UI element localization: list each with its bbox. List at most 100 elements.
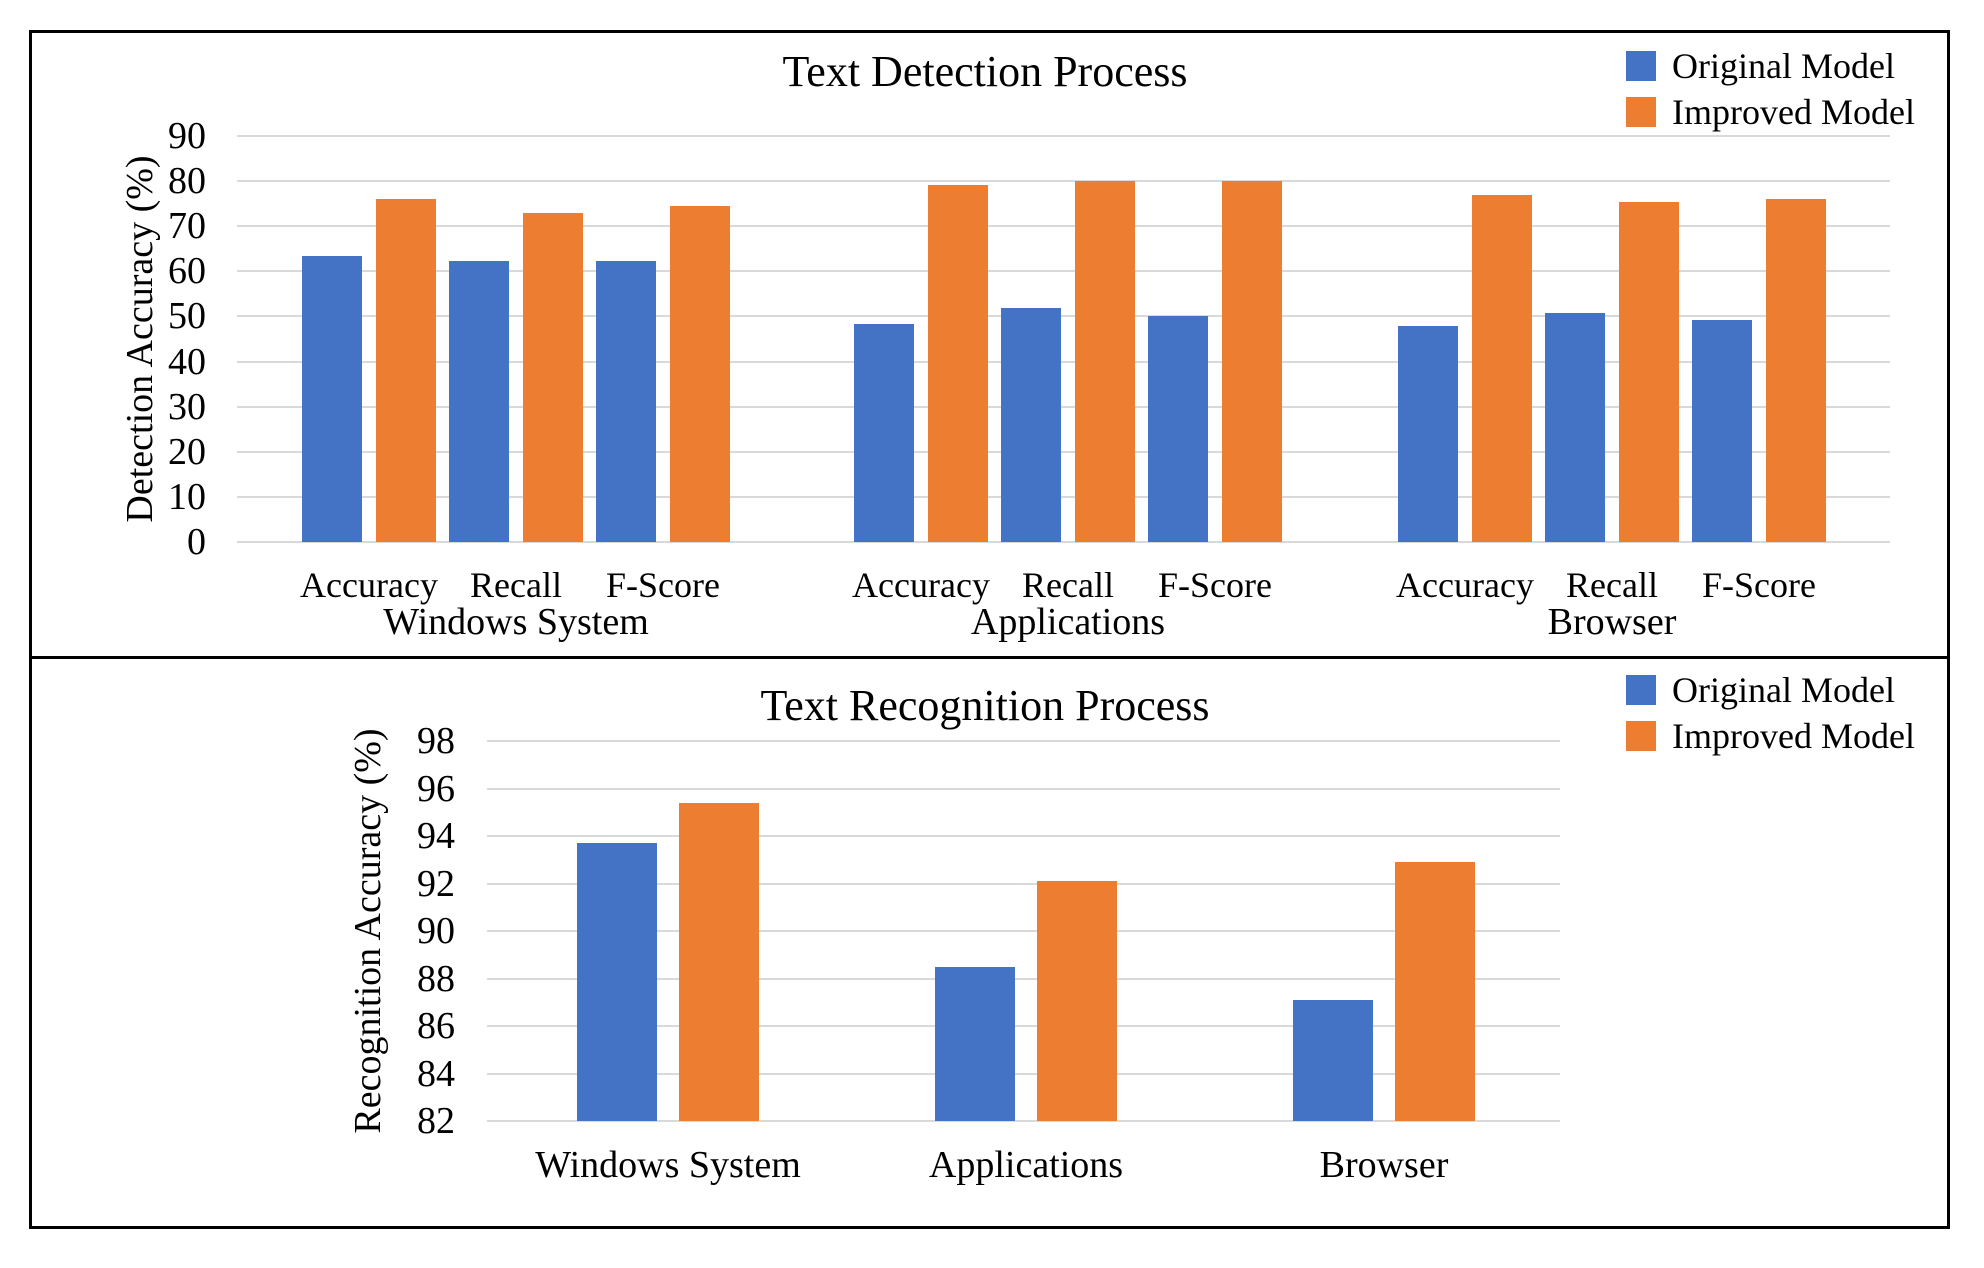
y-tick-label: 0 <box>187 521 206 563</box>
bar-improved-model-browser-accuracy <box>1472 194 1532 542</box>
legend-item-original-model: Original Model <box>1626 46 1915 86</box>
improved-model-swatch-icon <box>1626 97 1656 127</box>
x-category-label-recall: Recall <box>470 565 562 605</box>
x-group-label-applications: Applications <box>970 601 1166 643</box>
bar-improved-model-browser <box>1395 862 1475 1121</box>
gridline <box>237 225 1890 228</box>
x-group-label-windows-system: Windows System <box>535 1144 801 1186</box>
recognition-chart-title: Text Recognition Process <box>760 681 1210 730</box>
bar-original-model-browser <box>1293 999 1373 1121</box>
x-category-label-f-score: F-Score <box>606 565 720 605</box>
bar-original-model-windows-system-recall <box>449 260 509 542</box>
legend-label-original-model: Original Model <box>1672 46 1895 86</box>
legend-item-original-model: Original Model <box>1626 670 1915 710</box>
bar-original-model-applications-recall <box>1001 307 1061 542</box>
y-tick-label: 20 <box>168 430 206 473</box>
bar-original-model-browser-accuracy <box>1398 326 1458 542</box>
bar-improved-model-windows-system <box>679 802 759 1121</box>
bar-improved-model-applications-accuracy <box>928 184 988 542</box>
legend-label-improved-model: Improved Model <box>1672 716 1915 756</box>
legend-label-improved-model: Improved Model <box>1672 92 1915 132</box>
y-tick-label: 94 <box>417 815 455 857</box>
x-category-label-accuracy: Accuracy <box>1396 565 1534 605</box>
gridline <box>237 315 1890 318</box>
gridline <box>237 360 1890 363</box>
gridline <box>237 270 1890 273</box>
gridline <box>487 835 1560 837</box>
y-tick-label: 30 <box>168 385 206 428</box>
gridline <box>487 740 1560 742</box>
y-tick-label: 90 <box>168 115 206 157</box>
bar-improved-model-browser-recall <box>1619 202 1679 542</box>
y-tick-label: 50 <box>168 295 206 338</box>
x-category-label-recall: Recall <box>1022 565 1114 605</box>
bar-improved-model-applications-recall <box>1075 181 1135 542</box>
legend-label-original-model: Original Model <box>1672 670 1895 710</box>
legend-item-improved-model: Improved Model <box>1626 716 1915 756</box>
x-category-label-accuracy: Accuracy <box>300 565 438 605</box>
gridline <box>487 930 1560 932</box>
x-group-label-browser: Browser <box>1319 1144 1449 1186</box>
y-tick-label: 80 <box>168 160 206 203</box>
y-tick-label: 98 <box>417 720 455 762</box>
bar-original-model-windows-system-accuracy <box>302 256 362 542</box>
gridline <box>237 495 1890 498</box>
original-model-swatch-icon <box>1626 675 1656 705</box>
gridline <box>237 180 1890 183</box>
bar-original-model-applications-f-score <box>1148 316 1208 542</box>
bar-improved-model-windows-system-recall <box>523 212 583 542</box>
y-tick-label: 86 <box>417 1005 455 1047</box>
improved-model-swatch-icon <box>1626 721 1656 751</box>
y-tick-label: 84 <box>417 1052 455 1095</box>
gridline <box>237 541 1890 543</box>
bar-original-model-applications <box>935 966 1015 1121</box>
bar-improved-model-applications <box>1037 881 1117 1121</box>
bar-improved-model-applications-f-score <box>1222 181 1282 542</box>
y-tick-label: 92 <box>417 862 455 905</box>
gridline <box>487 787 1560 790</box>
bar-improved-model-browser-f-score <box>1766 199 1826 542</box>
bar-original-model-windows-system-f-score <box>596 260 656 542</box>
bar-improved-model-windows-system-accuracy <box>376 199 436 542</box>
x-group-label-windows-system: Windows System <box>383 601 649 643</box>
gridline <box>487 882 1560 885</box>
x-category-label-f-score: F-Score <box>1702 565 1816 605</box>
y-tick-label: 10 <box>168 475 206 518</box>
detection-chart-title: Text Detection Process <box>782 47 1188 96</box>
bar-improved-model-windows-system-f-score <box>670 205 730 542</box>
y-tick-label: 88 <box>417 957 455 1000</box>
y-tick-label: 60 <box>168 250 206 293</box>
gridline <box>487 1025 1560 1027</box>
bar-original-model-browser-recall <box>1545 312 1605 542</box>
x-category-label-f-score: F-Score <box>1158 565 1272 605</box>
figure-border <box>29 30 1950 1229</box>
y-tick-label: 90 <box>417 910 455 952</box>
panel-divider <box>29 656 1950 659</box>
bar-original-model-applications-accuracy <box>854 323 914 542</box>
gridline <box>487 1120 1560 1122</box>
gridline <box>237 135 1890 137</box>
y-tick-label: 70 <box>168 205 206 248</box>
x-category-label-accuracy: Accuracy <box>852 565 990 605</box>
original-model-swatch-icon <box>1626 51 1656 81</box>
y-tick-label: 40 <box>168 340 206 383</box>
x-group-label-browser: Browser <box>1547 601 1677 643</box>
gridline <box>237 405 1890 408</box>
gridline <box>487 1072 1560 1075</box>
detection-legend: Original Model Improved Model <box>1626 46 1915 132</box>
gridline <box>237 450 1890 453</box>
gridline <box>487 977 1560 980</box>
legend-item-improved-model: Improved Model <box>1626 92 1915 132</box>
x-category-label-recall: Recall <box>1566 565 1658 605</box>
y-tick-label: 82 <box>417 1100 455 1142</box>
recognition-legend: Original Model Improved Model <box>1626 670 1915 756</box>
bar-original-model-browser-f-score <box>1692 320 1752 542</box>
bar-original-model-windows-system <box>577 843 657 1121</box>
y-tick-label: 96 <box>417 767 455 810</box>
x-group-label-applications: Applications <box>928 1144 1124 1186</box>
